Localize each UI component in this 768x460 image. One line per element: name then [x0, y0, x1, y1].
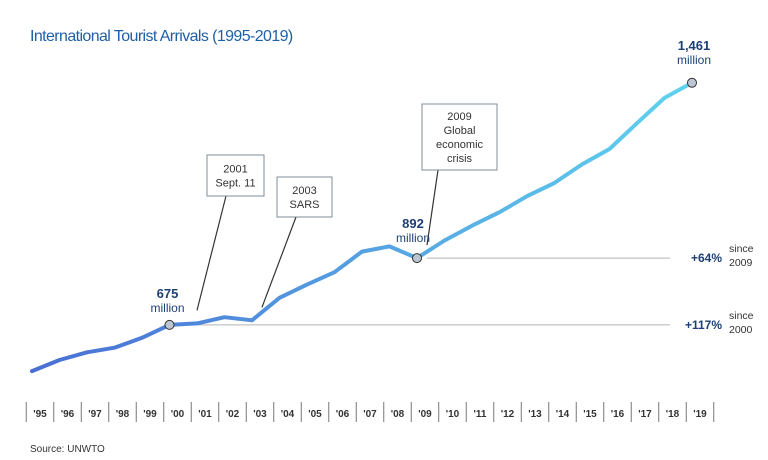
x-tick-label: '17	[638, 409, 652, 420]
x-tick-label: '13	[528, 409, 542, 420]
value-marker	[164, 319, 175, 330]
reference-lines	[179, 257, 670, 326]
callout-text: 2001	[223, 164, 247, 176]
x-axis: '95 '96 '97 '98 '99 '00 '01 '02 '03 '04 '05 '06 '07 '…	[25, 402, 715, 422]
x-tick-label: '09	[418, 409, 432, 420]
value-marker	[412, 253, 422, 264]
x-tick-label: '12	[501, 409, 515, 420]
callout-box	[276, 176, 333, 218]
value-marker	[687, 77, 697, 88]
x-tick-label: '05	[308, 409, 322, 420]
growth-percent: +117%	[685, 318, 722, 332]
callout-box	[421, 103, 498, 171]
callout-text: crisis	[447, 153, 473, 165]
growth-since-year: 2000	[729, 324, 753, 336]
value-unit: million	[677, 53, 711, 67]
value-label: 1,461	[678, 38, 711, 53]
x-tick-label: '00	[171, 409, 185, 420]
value-label: 892	[402, 216, 424, 231]
value-markers	[164, 77, 697, 330]
growth-since-word: since	[729, 243, 754, 255]
callout-leader-line	[426, 169, 439, 246]
x-tick-label: '98	[116, 409, 130, 420]
x-tick-label: '08	[391, 409, 405, 420]
x-tick-label: '96	[61, 409, 75, 420]
series-line	[30, 80, 694, 374]
callout-text: SARS	[290, 199, 320, 211]
x-tick-label: '14	[556, 409, 570, 420]
growth-labels: +64% since 2009 +117% since 2000	[685, 243, 754, 336]
chart-title: International Tourist Arrivals (1995-201…	[30, 28, 293, 45]
callout-text: 2003	[292, 185, 316, 197]
x-tick-label: '04	[281, 409, 295, 420]
x-tick-label: '02	[226, 409, 240, 420]
x-tick-label: '01	[198, 409, 212, 420]
x-tick-label: '95	[33, 409, 47, 420]
x-tick-label: '07	[363, 409, 377, 420]
x-tick-label: '99	[143, 409, 157, 420]
growth-percent: +64%	[691, 251, 722, 265]
x-tick-label: '19	[693, 409, 707, 420]
growth-since-word: since	[729, 310, 754, 322]
callout-leader-line	[261, 216, 297, 308]
source-note: Source: UNWTO	[30, 444, 105, 455]
value-unit: million	[396, 231, 430, 245]
callout-leader-line	[196, 195, 227, 311]
callout-text: Global	[444, 125, 476, 137]
x-tick-label: '11	[474, 409, 487, 420]
callout-text: Sept. 11	[215, 178, 255, 190]
x-tick-label: '06	[336, 409, 350, 420]
callout-text: 2009	[447, 111, 471, 123]
value-unit: million	[150, 301, 184, 315]
callout-text: economic	[436, 139, 484, 151]
callout-box	[206, 154, 265, 197]
value-label: 675	[157, 286, 179, 301]
x-tick-label: '16	[611, 409, 625, 420]
x-tick-label: '03	[253, 409, 267, 420]
x-tick-label: '18	[666, 409, 680, 420]
growth-since-year: 2009	[729, 257, 753, 269]
x-tick-label: '97	[88, 409, 102, 420]
event-callouts: 2001 Sept. 11 2003 SARS 2009 Global economic cr…	[196, 103, 498, 311]
x-tick-label: '10	[446, 409, 460, 420]
x-tick-label: '15	[583, 409, 597, 420]
